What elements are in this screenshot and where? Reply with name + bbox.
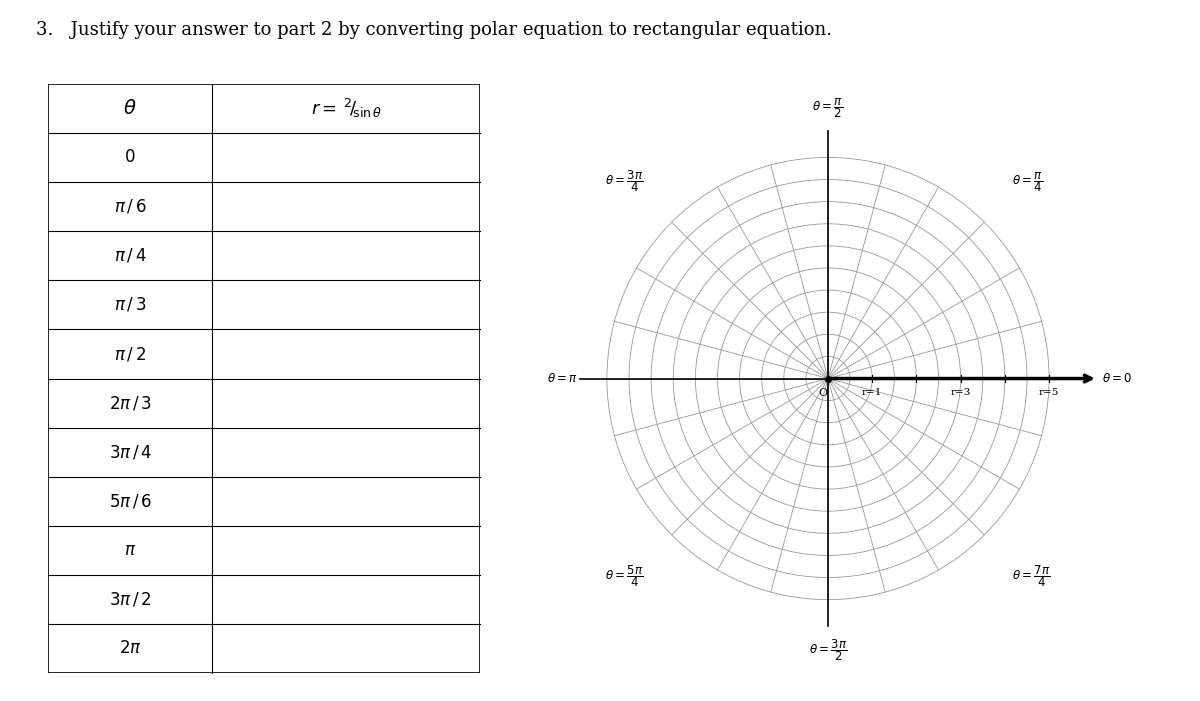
Text: $2\pi\,/\,3$: $2\pi\,/\,3$: [109, 394, 151, 412]
Text: $\pi\,/\,6$: $\pi\,/\,6$: [114, 198, 146, 216]
Text: r=3: r=3: [950, 388, 971, 397]
Text: $\theta=\pi$: $\theta=\pi$: [547, 372, 578, 385]
Text: r=1: r=1: [862, 388, 882, 397]
Text: $3\pi\,/\,2$: $3\pi\,/\,2$: [109, 590, 151, 608]
Text: $\theta$: $\theta$: [124, 99, 137, 118]
Text: $\pi\,/\,4$: $\pi\,/\,4$: [114, 247, 146, 265]
Text: $\theta=\dfrac{\pi}{4}$: $\theta=\dfrac{\pi}{4}$: [1013, 170, 1044, 194]
Text: $\theta=\dfrac{\pi}{2}$: $\theta=\dfrac{\pi}{2}$: [812, 96, 844, 120]
Text: $\theta=\dfrac{3\pi}{4}$: $\theta=\dfrac{3\pi}{4}$: [605, 168, 643, 194]
Text: $5\pi\,/\,6$: $5\pi\,/\,6$: [108, 492, 151, 510]
Text: $\pi\,/\,3$: $\pi\,/\,3$: [114, 296, 146, 314]
Text: O: O: [818, 388, 827, 398]
Text: r=5: r=5: [1039, 388, 1060, 397]
Text: $\theta=\dfrac{5\pi}{4}$: $\theta=\dfrac{5\pi}{4}$: [605, 563, 643, 589]
Text: $\pi$: $\pi$: [124, 542, 136, 559]
Text: 3.   Justify your answer to part 2 by converting polar equation to rectangular e: 3. Justify your answer to part 2 by conv…: [36, 21, 832, 39]
Text: $\theta=\dfrac{7\pi}{4}$: $\theta=\dfrac{7\pi}{4}$: [1013, 563, 1051, 589]
Text: $0$: $0$: [125, 149, 136, 166]
Text: $r = \,{}^{2}\!/\!_{\sin\theta}$: $r = \,{}^{2}\!/\!_{\sin\theta}$: [311, 97, 382, 120]
Text: $\theta=0$: $\theta=0$: [1102, 372, 1133, 385]
Text: $2\pi$: $2\pi$: [119, 640, 142, 657]
Text: $\theta=\dfrac{3\pi}{2}$: $\theta=\dfrac{3\pi}{2}$: [809, 637, 847, 663]
Text: $\pi\,/\,2$: $\pi\,/\,2$: [114, 345, 146, 363]
Text: $3\pi\,/\,4$: $3\pi\,/\,4$: [108, 443, 151, 461]
